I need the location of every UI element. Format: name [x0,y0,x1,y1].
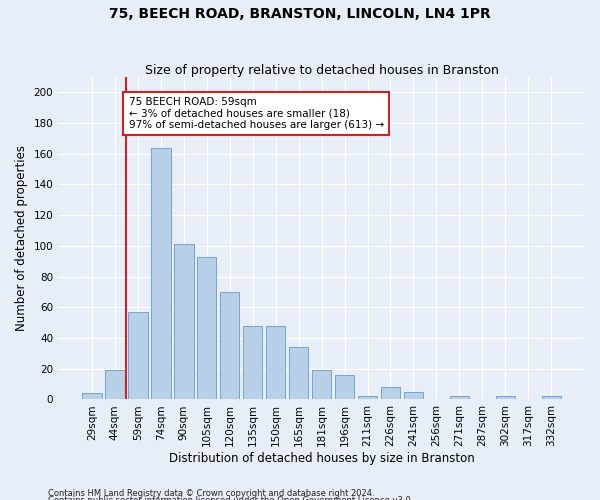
Text: 75 BEECH ROAD: 59sqm
← 3% of detached houses are smaller (18)
97% of semi-detach: 75 BEECH ROAD: 59sqm ← 3% of detached ho… [128,97,384,130]
Bar [496,396,515,400]
Bar [82,394,101,400]
Bar [266,326,286,400]
Bar [197,256,217,400]
Bar [105,370,125,400]
Bar [335,375,355,400]
Bar [449,396,469,400]
Bar [312,370,331,400]
Bar [220,292,239,400]
Title: Size of property relative to detached houses in Branston: Size of property relative to detached ho… [145,64,499,77]
Bar [381,387,400,400]
Text: Contains public sector information licensed under the Open Government Licence v3: Contains public sector information licen… [48,496,413,500]
X-axis label: Distribution of detached houses by size in Branston: Distribution of detached houses by size … [169,452,475,465]
Bar [128,312,148,400]
Bar [243,326,262,400]
Y-axis label: Number of detached properties: Number of detached properties [15,145,28,331]
Bar [151,148,170,400]
Bar [289,348,308,400]
Bar [404,392,423,400]
Text: 75, BEECH ROAD, BRANSTON, LINCOLN, LN4 1PR: 75, BEECH ROAD, BRANSTON, LINCOLN, LN4 1… [109,8,491,22]
Bar [174,244,194,400]
Bar [358,396,377,400]
Bar [542,396,561,400]
Text: Contains HM Land Registry data © Crown copyright and database right 2024.: Contains HM Land Registry data © Crown c… [48,488,374,498]
